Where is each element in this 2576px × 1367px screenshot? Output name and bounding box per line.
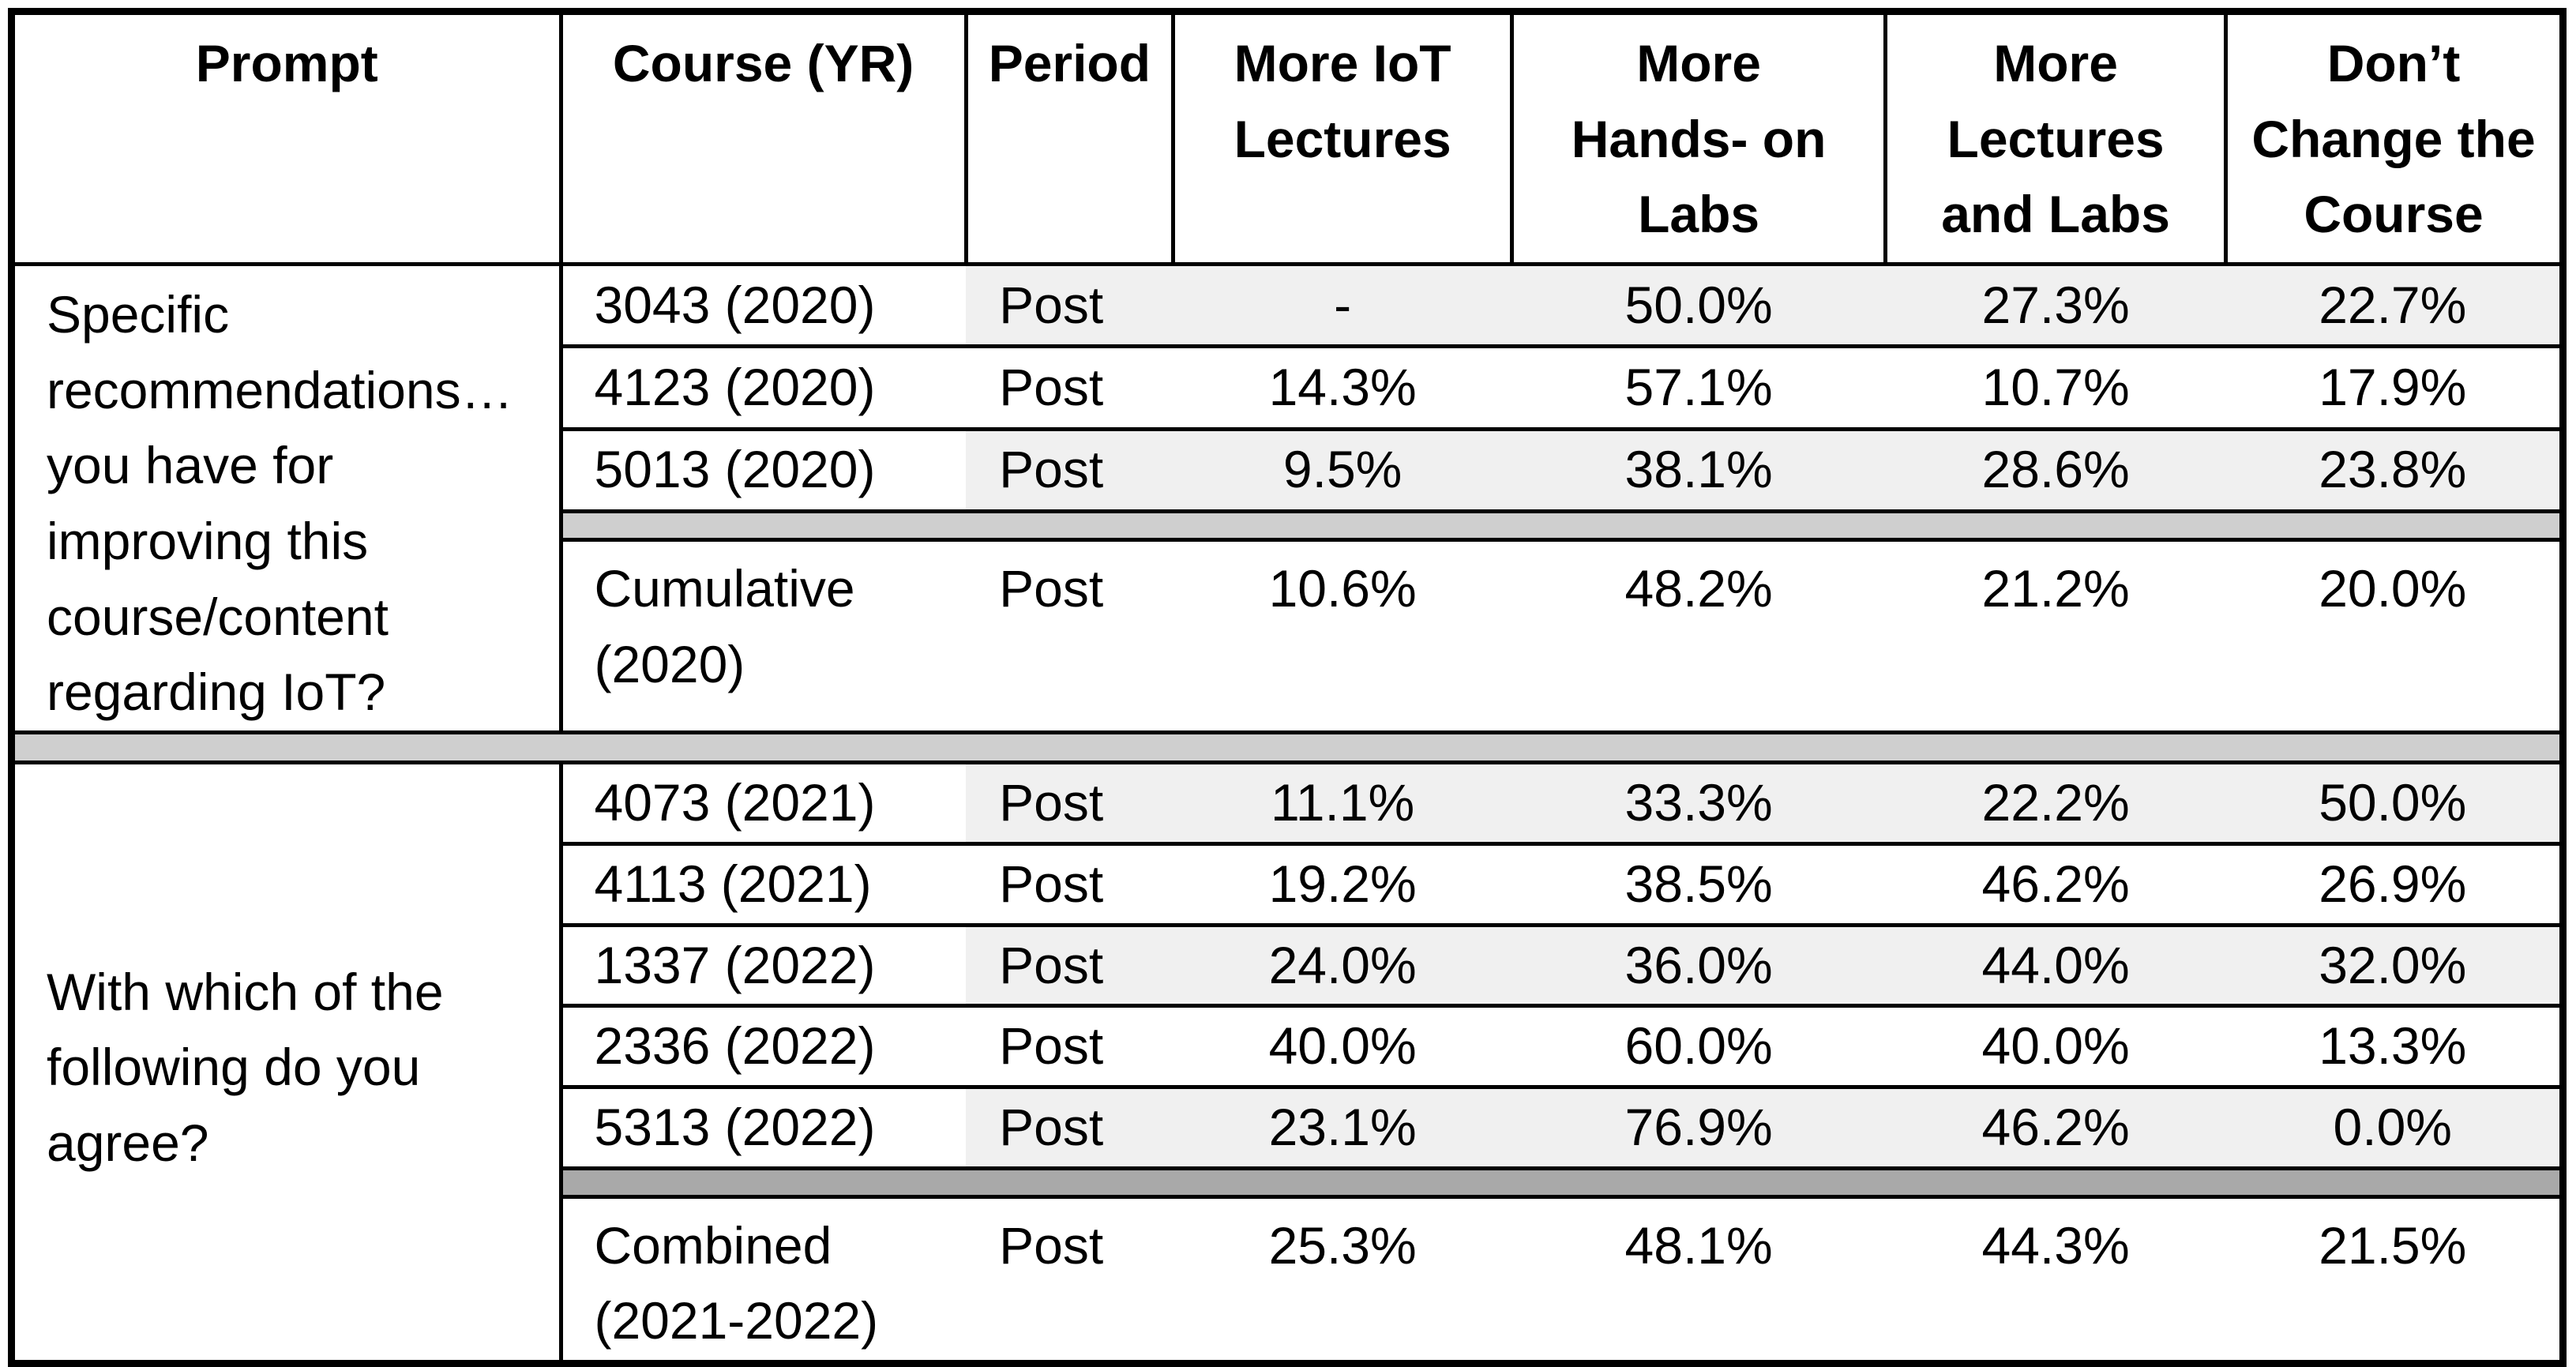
cell-more-iot: 24.0% [1173,925,1512,1008]
cell-period: Post [966,843,1173,927]
cell-lectures-labs: 46.2% [1885,843,2226,927]
cell-period: Post [999,1215,1104,1275]
cell-period: Post [966,264,1173,349]
cell-period: Post [966,1005,1173,1089]
table-container: Prompt Course (YR) Period More IoT Lectu… [8,8,2567,1367]
cell-more-iot: 23.1% [1173,1087,1512,1170]
header-cell-more-hands-on-labs: More Hands- on Labs [1510,9,1888,266]
table-row: 5013 (2020) Post 9.5% 38.1% 28.6% 23.8% [12,429,2563,513]
separator-band [561,1166,2563,1199]
cell-lectures-labs: 46.2% [1885,1087,2226,1170]
cell-hands-on: 48.1% [1624,1215,1773,1275]
cell-period: Post [966,346,1173,431]
cell-course: 2336 (2022) [561,1005,967,1089]
cell-hands-on: 76.9% [1511,1087,1886,1170]
cell-more-iot: 11.1% [1173,762,1512,846]
cell-period: Post [999,559,1104,618]
cell-dont-change: 20.0% [2319,559,2467,618]
cell-dont-change: 50.0% [2225,762,2563,846]
cell-hands-on: 50.0% [1511,264,1886,349]
cell-course: 3043 (2020) [561,264,967,349]
cell-lectures-labs: 27.3% [1885,264,2226,349]
header-cell-more-lectures-and-labs: More Lectures and Labs [1883,9,2229,266]
cell-dont-change: 22.7% [2225,264,2563,349]
cell-more-iot: 9.5% [1173,429,1512,513]
table-row: Cumulative (2020) Post 10.6% 48.2% 21.2%… [12,540,2563,733]
cell-course: 4113 (2021) [561,843,967,927]
separator-band [561,509,2563,543]
cell-more-iot: 14.3% [1173,346,1512,431]
cell-dont-change: 17.9% [2225,346,2563,431]
cell-dont-change: 13.3% [2225,1005,2563,1089]
table-row: Specific recommendations… you have for i… [11,264,2563,733]
cell-lectures-labs: 21.2% [1981,559,2130,618]
cell-course-summary: Cumulative (2020) [594,559,855,694]
cell-lectures-labs: 22.2% [1885,762,2226,846]
cell-hands-on: 33.3% [1511,762,1886,846]
cell-hands-on: 36.0% [1511,925,1886,1008]
cell-course: 4073 (2021) [561,762,967,846]
header-cell-prompt: Prompt [9,9,563,266]
cell-dont-change: 23.8% [2225,429,2563,513]
section-divider-row [11,730,2563,765]
cell-course: 5313 (2022) [561,1087,967,1170]
cell-dont-change: 32.0% [2225,925,2563,1008]
table-row: 4113 (2021) Post 19.2% 38.5% 46.2% 26.9% [12,843,2563,927]
table-row: With which of the following do you agree… [11,762,2563,1364]
cell-more-iot: 19.2% [1173,843,1512,927]
cell-more-iot: 40.0% [1173,1005,1512,1089]
cell-course: 4123 (2020) [561,346,967,431]
cell-course-summary: Combined (2021-2022) [594,1215,879,1350]
cell-dont-change: 0.0% [2225,1087,2563,1170]
cell-lectures-labs: 10.7% [1885,346,2226,431]
table-row: 2336 (2022) Post 40.0% 60.0% 40.0% 13.3% [12,1005,2563,1089]
header-cell-more-iot-lectures: More IoT Lectures [1171,9,1515,266]
header-cell-course: Course (YR) [558,9,968,266]
cell-lectures-labs: 40.0% [1885,1005,2226,1089]
header-cell-dont-change-course: Don’t Change the Course [2224,9,2565,266]
prompt-cell-section-1: Specific recommendations… you have for i… [11,264,563,733]
separator-band-row [12,1166,2563,1199]
cell-more-iot: - [1173,264,1512,349]
cell-dont-change: 21.5% [2319,1215,2467,1275]
cell-hands-on: 60.0% [1511,1005,1886,1089]
cell-period: Post [966,1087,1173,1170]
cell-lectures-labs: 44.3% [1981,1215,2130,1275]
table-row: 5313 (2022) Post 23.1% 76.9% 46.2% 0.0% [12,1087,2563,1170]
header-cell-period: Period [963,9,1176,266]
cell-course: 5013 (2020) [561,429,967,513]
cell-period: Post [966,762,1173,846]
survey-results-table: Prompt Course (YR) Period More IoT Lectu… [8,8,2567,1367]
header-row: Prompt Course (YR) Period More IoT Lectu… [9,9,2565,266]
cell-more-iot: 25.3% [1268,1215,1417,1275]
prompt-cell-section-2: With which of the following do you agree… [11,762,563,1364]
table-row: 1337 (2022) Post 24.0% 36.0% 44.0% 32.0% [12,925,2563,1008]
cell-course: 1337 (2022) [561,925,967,1008]
cell-dont-change: 26.9% [2225,843,2563,927]
cell-hands-on: 38.5% [1511,843,1886,927]
cell-lectures-labs: 44.0% [1885,925,2226,1008]
cell-hands-on: 57.1% [1511,346,1886,431]
cell-period: Post [966,925,1173,1008]
section-divider [11,730,2563,765]
cell-hands-on: 38.1% [1511,429,1886,513]
table-row: 4123 (2020) Post 14.3% 57.1% 10.7% 17.9% [12,346,2563,431]
cell-hands-on: 48.2% [1624,559,1773,618]
separator-band-row [12,509,2563,543]
cell-lectures-labs: 28.6% [1885,429,2226,513]
cell-more-iot: 10.6% [1268,559,1417,618]
cell-period: Post [966,429,1173,513]
